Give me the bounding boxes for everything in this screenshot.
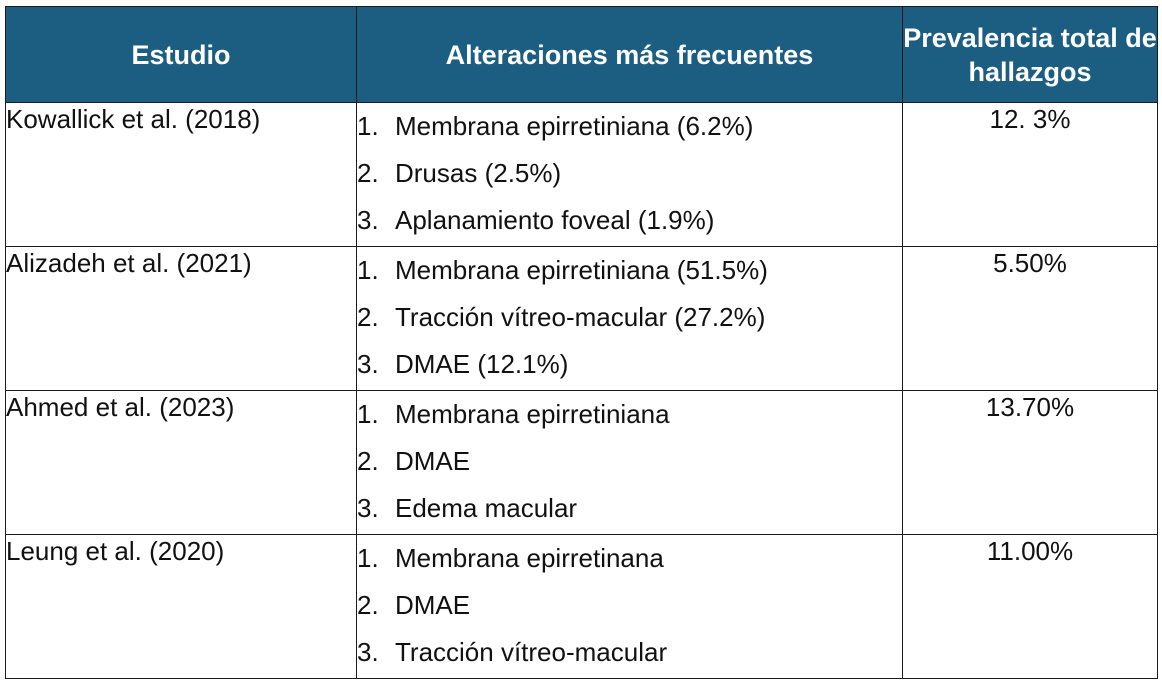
list-item-number: 1. — [357, 399, 379, 429]
study-cell: Leung et al. (2020) — [5, 534, 357, 679]
list-item-number: 3. — [357, 349, 379, 379]
prevalence-cell: 5.50% — [902, 246, 1158, 391]
list-item: 3. Aplanamiento foveal (1.9%) — [357, 197, 902, 244]
list-item-text: Membrana epirretinana — [395, 543, 664, 573]
findings-table: Estudio Alteraciones más frecuentes Prev… — [5, 6, 1158, 679]
list-item-text: DMAE — [395, 590, 471, 620]
alterations-list: 1. Membrana epirretiniana (51.5%) 2. Tracc… — [357, 247, 902, 388]
list-item: 1. Membrana epirretinana — [357, 535, 902, 582]
header-alterations: Alteraciones más frecuentes — [356, 6, 903, 103]
list-item-text: DMAE — [395, 446, 471, 476]
list-item-text: Drusas (2.5%) — [395, 158, 562, 188]
list-item-number: 1. — [357, 255, 379, 285]
list-item-text: Membrana epirretiniana (6.2%) — [395, 111, 754, 141]
alterations-list: 1. Membrana epirretinana 2. DMAE 3. Tracció… — [357, 535, 902, 676]
list-item: 3. Tracción vítreo-macular — [357, 629, 902, 676]
list-item-number: 2. — [357, 158, 379, 188]
list-item-number: 2. — [357, 446, 379, 476]
list-item-text: Membrana epirretiniana — [395, 399, 670, 429]
table-row: Kowallick et al. (2018) 1. Membrana epirr… — [5, 102, 1158, 247]
alterations-cell: 1. Membrana epirretiniana (6.2%) 2. Drusas… — [356, 102, 903, 247]
alterations-cell: 1. Membrana epirretiniana 2. DMAE 3. Edema … — [356, 390, 903, 535]
alterations-list: 1. Membrana epirretiniana (6.2%) 2. Drusas… — [357, 103, 902, 244]
alterations-cell: 1. Membrana epirretinana 2. DMAE 3. Tracció… — [356, 534, 903, 679]
list-item-number: 1. — [357, 111, 379, 141]
list-item-number: 2. — [357, 590, 379, 620]
list-item-number: 1. — [357, 543, 379, 573]
list-item-text: Aplanamiento foveal (1.9%) — [395, 205, 715, 235]
header-prevalence: Prevalencia total de hallazgos — [902, 6, 1158, 103]
list-item-number: 3. — [357, 493, 379, 523]
list-item: 3. Edema macular — [357, 485, 902, 532]
prevalence-cell: 13.70% — [902, 390, 1158, 535]
table-header: Estudio Alteraciones más frecuentes Prev… — [5, 6, 1158, 103]
header-row: Estudio Alteraciones más frecuentes Prev… — [5, 6, 1158, 103]
prevalence-cell: 12. 3% — [902, 102, 1158, 247]
list-item-text: Membrana epirretiniana (51.5%) — [395, 255, 768, 285]
study-cell: Ahmed et al. (2023) — [5, 390, 357, 535]
alterations-list: 1. Membrana epirretiniana 2. DMAE 3. Edema … — [357, 391, 902, 532]
list-item: 3. DMAE (12.1%) — [357, 341, 902, 388]
list-item-number: 3. — [357, 205, 379, 235]
list-item-text: Edema macular — [395, 493, 578, 523]
alterations-cell: 1. Membrana epirretiniana (51.5%) 2. Tracc… — [356, 246, 903, 391]
list-item-text: Tracción vítreo-macular — [395, 637, 668, 667]
study-cell: Kowallick et al. (2018) — [5, 102, 357, 247]
list-item: 1. Membrana epirretiniana (6.2%) — [357, 103, 902, 150]
list-item: 2. DMAE — [357, 438, 902, 485]
prevalence-cell: 11.00% — [902, 534, 1158, 679]
list-item: 1. Membrana epirretiniana — [357, 391, 902, 438]
list-item-text: Tracción vítreo-macular (27.2%) — [395, 302, 766, 332]
list-item: 2. Tracción vítreo-macular (27.2%) — [357, 294, 902, 341]
table-row: Ahmed et al. (2023) 1. Membrana epirretin… — [5, 390, 1158, 535]
table-row: Leung et al. (2020) 1. Membrana epirretin… — [5, 534, 1158, 679]
list-item-number: 2. — [357, 302, 379, 332]
table-row: Alizadeh et al. (2021) 1. Membrana epirre… — [5, 246, 1158, 391]
table-body: Kowallick et al. (2018) 1. Membrana epirr… — [5, 102, 1158, 679]
study-cell: Alizadeh et al. (2021) — [5, 246, 357, 391]
list-item-number: 3. — [357, 637, 379, 667]
list-item: 1. Membrana epirretiniana (51.5%) — [357, 247, 902, 294]
list-item: 2. Drusas (2.5%) — [357, 150, 902, 197]
list-item-text: DMAE (12.1%) — [395, 349, 569, 379]
header-study: Estudio — [5, 6, 357, 103]
list-item: 2. DMAE — [357, 582, 902, 629]
